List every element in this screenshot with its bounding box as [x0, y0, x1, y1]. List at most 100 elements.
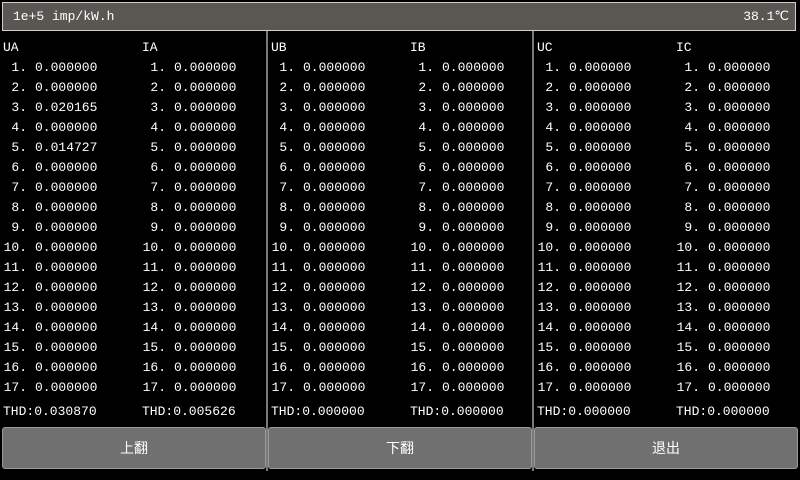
harmonic-index: 7.	[150, 180, 166, 195]
harmonic-value: 0.000000	[569, 60, 632, 75]
harmonic-value: 0.000000	[303, 380, 366, 395]
harmonic-value: 0.000000	[442, 360, 505, 375]
page-up-button[interactable]: 上翻	[2, 427, 266, 469]
harmonic-index: 12.	[271, 280, 295, 295]
harmonic-index: 10.	[271, 240, 295, 255]
harmonic-index: 9.	[11, 220, 27, 235]
thd-value: THD:0.005626	[142, 404, 236, 419]
harmonic-value: 0.000000	[303, 80, 366, 95]
harmonic-row: 1. 0.000000	[3, 60, 97, 80]
harmonic-index: 4.	[11, 120, 27, 135]
harmonic-row: 12. 0.000000	[537, 280, 632, 300]
harmonic-value: 0.020165	[35, 100, 98, 115]
harmonic-value: 0.000000	[708, 360, 771, 375]
harmonic-value: 0.000000	[35, 240, 98, 255]
harmonic-index: 4.	[279, 120, 295, 135]
harmonic-index: 2.	[279, 80, 295, 95]
harmonic-index: 11.	[142, 260, 166, 275]
harmonic-index: 6.	[545, 160, 561, 175]
harmonic-row: 9. 0.000000	[537, 220, 631, 240]
harmonic-value: 0.000000	[442, 220, 505, 235]
harmonic-row: 3. 0.000000	[410, 100, 504, 120]
harmonic-value: 0.000000	[303, 360, 366, 375]
harmonic-index: 11.	[676, 260, 700, 275]
harmonic-index: 16.	[271, 360, 295, 375]
harmonic-value: 0.000000	[708, 140, 771, 155]
harmonic-index: 16.	[410, 360, 434, 375]
harmonic-value: 0.000000	[442, 240, 505, 255]
harmonic-row: 2. 0.000000	[142, 80, 236, 100]
harmonic-index: 7.	[279, 180, 295, 195]
harmonic-row: 15. 0.000000	[3, 340, 98, 360]
harmonic-row: 12. 0.000000	[142, 280, 237, 300]
harmonic-index: 8.	[545, 200, 561, 215]
harmonic-row: 15. 0.000000	[271, 340, 366, 360]
harmonic-value: 0.000000	[442, 300, 505, 315]
harmonic-value: 0.000000	[708, 260, 771, 275]
harmonic-index: 2.	[684, 80, 700, 95]
harmonic-value: 0.000000	[442, 80, 505, 95]
harmonic-value: 0.000000	[303, 200, 366, 215]
harmonic-index: 13.	[271, 300, 295, 315]
harmonic-index: 7.	[11, 180, 27, 195]
harmonic-value: 0.000000	[303, 140, 366, 155]
harmonic-index: 2.	[11, 80, 27, 95]
harmonic-value: 0.000000	[708, 80, 771, 95]
harmonic-index: 14.	[537, 320, 561, 335]
harmonic-index: 2.	[150, 80, 166, 95]
harmonic-value: 0.000000	[174, 160, 237, 175]
harmonic-row: 10. 0.000000	[537, 240, 632, 260]
thd-value: THD:0.000000	[271, 404, 365, 419]
harmonic-value: 0.000000	[569, 180, 632, 195]
exit-button[interactable]: 退出	[534, 427, 798, 469]
harmonic-row: 9. 0.000000	[676, 220, 770, 240]
harmonic-row: 7. 0.000000	[271, 180, 365, 200]
harmonic-row: 17. 0.000000	[142, 380, 237, 400]
harmonic-row: 14. 0.000000	[676, 320, 771, 340]
harmonic-row: 1. 0.000000	[537, 60, 631, 80]
harmonic-index: 5.	[545, 140, 561, 155]
harmonic-value: 0.000000	[442, 60, 505, 75]
harmonic-index: 13.	[142, 300, 166, 315]
harmonic-value: 0.000000	[35, 120, 98, 135]
harmonic-index: 5.	[150, 140, 166, 155]
harmonic-value: 0.000000	[442, 180, 505, 195]
harmonic-row: 5. 0.000000	[410, 140, 504, 160]
harmonic-row: 6. 0.000000	[410, 160, 504, 180]
harmonic-index: 8.	[418, 200, 434, 215]
harmonic-row: 16. 0.000000	[142, 360, 237, 380]
harmonic-row: 17. 0.000000	[3, 380, 98, 400]
harmonic-index: 8.	[684, 200, 700, 215]
harmonic-row: 13. 0.000000	[537, 300, 632, 320]
divider	[266, 31, 268, 471]
harmonic-row: 13. 0.000000	[410, 300, 505, 320]
harmonic-row: 4. 0.000000	[676, 120, 770, 140]
harmonic-row: 7. 0.000000	[676, 180, 770, 200]
harmonic-value: 0.000000	[569, 360, 632, 375]
harmonic-value: 0.000000	[442, 380, 505, 395]
temperature: 38.1℃	[743, 9, 789, 24]
harmonic-value: 0.000000	[569, 100, 632, 115]
harmonic-index: 3.	[684, 100, 700, 115]
harmonic-index: 8.	[279, 200, 295, 215]
harmonic-row: 8. 0.000000	[676, 200, 770, 220]
page-down-button[interactable]: 下翻	[268, 427, 532, 469]
harmonic-row: 17. 0.000000	[676, 380, 771, 400]
harmonic-row: 3. 0.000000	[537, 100, 631, 120]
harmonic-index: 9.	[279, 220, 295, 235]
harmonic-value: 0.000000	[569, 120, 632, 135]
harmonic-value: 0.000000	[303, 320, 366, 335]
harmonic-value: 0.000000	[569, 280, 632, 295]
harmonic-value: 0.000000	[35, 380, 98, 395]
harmonic-row: 16. 0.000000	[271, 360, 366, 380]
harmonic-value: 0.000000	[303, 220, 366, 235]
harmonic-value: 0.000000	[708, 280, 771, 295]
harmonic-index: 15.	[271, 340, 295, 355]
harmonic-index: 1.	[150, 60, 166, 75]
harmonic-index: 1.	[684, 60, 700, 75]
harmonic-value: 0.000000	[708, 120, 771, 135]
harmonic-index: 10.	[3, 240, 27, 255]
harmonic-value: 0.000000	[35, 260, 98, 275]
harmonic-value: 0.000000	[35, 180, 98, 195]
harmonic-index: 7.	[418, 180, 434, 195]
